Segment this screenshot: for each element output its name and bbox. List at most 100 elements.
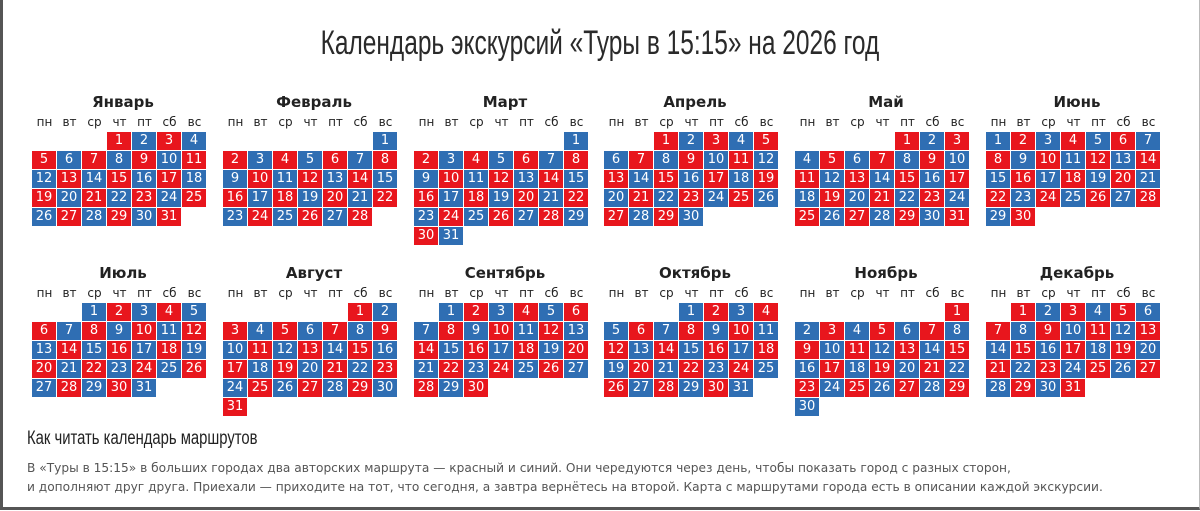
month-9: Сентябрь пн вт ср чт пт сб вс 1 2 3 4 5 6 7 8 9 10 11 12 13 1…	[414, 263, 596, 397]
empty-cell	[57, 303, 81, 321]
weekday-label: вс	[569, 115, 584, 129]
red-route-day: 5	[870, 322, 894, 340]
blue-route-day: 30	[373, 379, 397, 397]
red-route-day: 1	[895, 132, 919, 150]
blue-route-day: 13	[564, 322, 588, 340]
blue-route-day: 22	[1011, 360, 1035, 378]
red-route-day: 11	[182, 151, 206, 169]
blue-route-day: 2	[1036, 303, 1060, 321]
blue-route-day: 14	[323, 341, 347, 359]
blue-route-day: 14	[82, 170, 106, 188]
weekday-label: пт	[709, 115, 724, 129]
red-route-day: 11	[795, 170, 819, 188]
red-route-day: 31	[223, 398, 247, 416]
red-route-day: 17	[1061, 341, 1085, 359]
red-route-day: 18	[464, 189, 488, 207]
blue-route-day: 7	[414, 322, 438, 340]
blue-route-day: 20	[604, 189, 628, 207]
red-route-day: 10	[248, 170, 272, 188]
empty-cell	[248, 303, 272, 321]
blue-route-day: 2	[373, 303, 397, 321]
empty-cell	[223, 303, 247, 321]
blue-route-day: 8	[654, 151, 678, 169]
red-route-day: 22	[82, 360, 106, 378]
red-route-day: 12	[298, 170, 322, 188]
blue-route-day: 15	[986, 170, 1010, 188]
blue-route-day: 20	[845, 189, 869, 207]
blue-route-day: 6	[1136, 303, 1160, 321]
red-route-day: 12	[539, 322, 563, 340]
blue-route-day: 24	[1061, 360, 1085, 378]
red-route-day: 28	[1136, 189, 1160, 207]
blue-route-day: 22	[654, 189, 678, 207]
red-route-day: 21	[82, 189, 106, 207]
blue-route-day: 2	[920, 132, 944, 150]
blue-route-day: 3	[489, 303, 513, 321]
blue-route-day: 21	[348, 189, 372, 207]
red-route-day: 20	[629, 360, 653, 378]
red-route-day: 9	[795, 341, 819, 359]
month-name: Декабрь	[1039, 264, 1115, 282]
month-2: Февраль пн вт ср чт пт сб вс 1 2 3 4 5 6 7 8 9 10 11 12 13 14…	[223, 92, 405, 226]
blue-route-day: 10	[945, 151, 969, 169]
red-route-day: 18	[1061, 170, 1085, 188]
red-route-day: 28	[414, 379, 438, 397]
month-name: Июль	[99, 264, 147, 282]
weekday-label: пн	[36, 286, 53, 300]
blue-route-day: 23	[1011, 189, 1035, 207]
red-route-day: 23	[795, 379, 819, 397]
blue-route-day: 7	[1136, 132, 1160, 150]
month-12: Декабрь пн вт ср чт пт сб вс 1 2 3 4 5 6 7 8 9 10 11 12 13 14…	[986, 263, 1168, 397]
month-4: Апрель пн вт ср чт пт сб вс 1 2 3 4 5 6 7 8 9 10 11 12 13 14 1…	[604, 92, 786, 226]
red-route-day: 8	[564, 151, 588, 169]
blue-route-day: 25	[1061, 189, 1085, 207]
red-route-day: 31	[1061, 379, 1085, 397]
weekday-label: пт	[137, 115, 152, 129]
red-route-day: 15	[1011, 341, 1035, 359]
blue-route-day: 14	[629, 170, 653, 188]
red-route-day: 9	[132, 151, 156, 169]
red-route-day: 21	[629, 189, 653, 207]
blue-route-day: 12	[820, 170, 844, 188]
blue-route-day: 12	[273, 341, 297, 359]
red-route-day: 23	[132, 189, 156, 207]
blue-route-day: 29	[439, 379, 463, 397]
blue-route-day: 16	[679, 170, 703, 188]
weekday-header: пн вт ср чт пт сб вс	[414, 112, 596, 132]
blue-route-day: 17	[489, 341, 513, 359]
weekday-label: чт	[494, 115, 509, 129]
month-10: Октябрь пн вт ср чт пт сб вс 1 2 3 4 5 6 7 8 9 10 11 12 13 14…	[604, 263, 786, 397]
red-route-day: 17	[945, 170, 969, 188]
blue-route-day: 8	[107, 151, 131, 169]
red-route-day: 17	[157, 170, 181, 188]
red-route-day: 14	[57, 341, 81, 359]
red-route-day: 19	[273, 360, 297, 378]
weekday-label: вс	[569, 286, 584, 300]
red-route-day: 29	[945, 379, 969, 397]
weekday-label: вт	[825, 115, 840, 129]
red-route-day: 4	[514, 303, 538, 321]
month-3: Март пн вт ср чт пт сб вс 1 2 3 4 5 6 7 8 9 10 11 12 13 14 15 1…	[414, 92, 596, 245]
blue-route-day: 18	[795, 189, 819, 207]
empty-cell	[604, 303, 628, 321]
weekday-label: вт	[444, 286, 459, 300]
month-5: Май пн вт ср чт пт сб вс 1 2 3 4 5 6 7 8 9 10 11 12 13 14 15 16…	[795, 92, 977, 226]
weekday-label: пт	[137, 286, 152, 300]
weekday-header: пн вт ср чт пт сб вс	[795, 112, 977, 132]
blue-route-day: 7	[539, 151, 563, 169]
page-title: Календарь экскурсий «Туры в 15:15» на 20…	[0, 24, 1200, 63]
empty-cell	[539, 132, 563, 150]
blue-route-day: 16	[132, 170, 156, 188]
red-route-day: 22	[439, 360, 463, 378]
weekday-label: пн	[36, 115, 53, 129]
weekday-label: пн	[227, 115, 244, 129]
red-route-day: 23	[920, 189, 944, 207]
weekday-label: чт	[684, 286, 699, 300]
blue-route-day: 31	[132, 379, 156, 397]
blue-route-day: 1	[82, 303, 106, 321]
red-route-day: 1	[654, 132, 678, 150]
blue-route-day: 9	[464, 322, 488, 340]
blue-route-day: 5	[539, 303, 563, 321]
blue-route-day: 25	[754, 360, 778, 378]
red-route-day: 10	[729, 322, 753, 340]
